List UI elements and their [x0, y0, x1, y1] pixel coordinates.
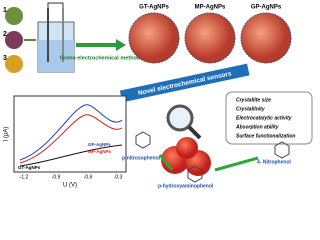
item: Crystallinity — [236, 106, 265, 112]
properties: Crystallite size Crystallinity Electroca… — [225, 91, 313, 145]
label: GP-AgNPs — [251, 5, 282, 11]
legend: GT-AgNPs — [18, 165, 41, 170]
label: p-hydroxyaminophenol — [158, 183, 214, 189]
item: Absorption ability — [235, 124, 279, 130]
method: Green electrochemical method — [60, 55, 140, 61]
item: Surface functionalization — [236, 133, 295, 139]
banner-text: Novel electrochemical sensors — [137, 70, 232, 97]
curve — [19, 104, 123, 161]
curve — [19, 114, 123, 164]
x-tick-label: -0.9 — [52, 174, 61, 180]
y-label: I (μA) — [4, 127, 10, 142]
label: 1 — [3, 7, 7, 14]
label: 3 — [3, 55, 7, 62]
particles: GT-AgNPs MP-AgNPs GP-AgNPs — [128, 5, 292, 64]
label: 4- Nitrophenol — [257, 159, 291, 165]
plot: I (μA) U (V) -1.2 -0.9 -0.6 -0.3 GP-AgNP… — [4, 95, 127, 189]
item: Crystallite size — [236, 97, 271, 103]
x-tick-label: -1.2 — [20, 174, 29, 180]
x-tick-label: -0.3 — [114, 174, 123, 180]
legend: MP-AgNPs — [88, 149, 111, 154]
graphical-abstract: 1 2 3 Green electrochemical method GT-Ag… — [3, 2, 313, 189]
legend: GP-AgNPs — [88, 142, 111, 147]
label: p-nitrosophenol — [122, 155, 161, 161]
molecules: p-nitrosophenol p-hydroxyaminophenol 4- … — [122, 131, 291, 189]
label: GT-AgNPs — [139, 5, 169, 11]
x-tick-label: -0.6 — [84, 174, 93, 180]
sources: 1 2 3 — [3, 7, 23, 73]
arrow — [116, 39, 126, 51]
label: MP-AgNPs — [195, 5, 226, 11]
label: 2 — [3, 31, 7, 38]
x-label: U (V) — [63, 183, 77, 189]
curve — [19, 144, 123, 167]
item: Electrocatalytic activity — [236, 115, 292, 121]
beaker — [24, 2, 75, 73]
